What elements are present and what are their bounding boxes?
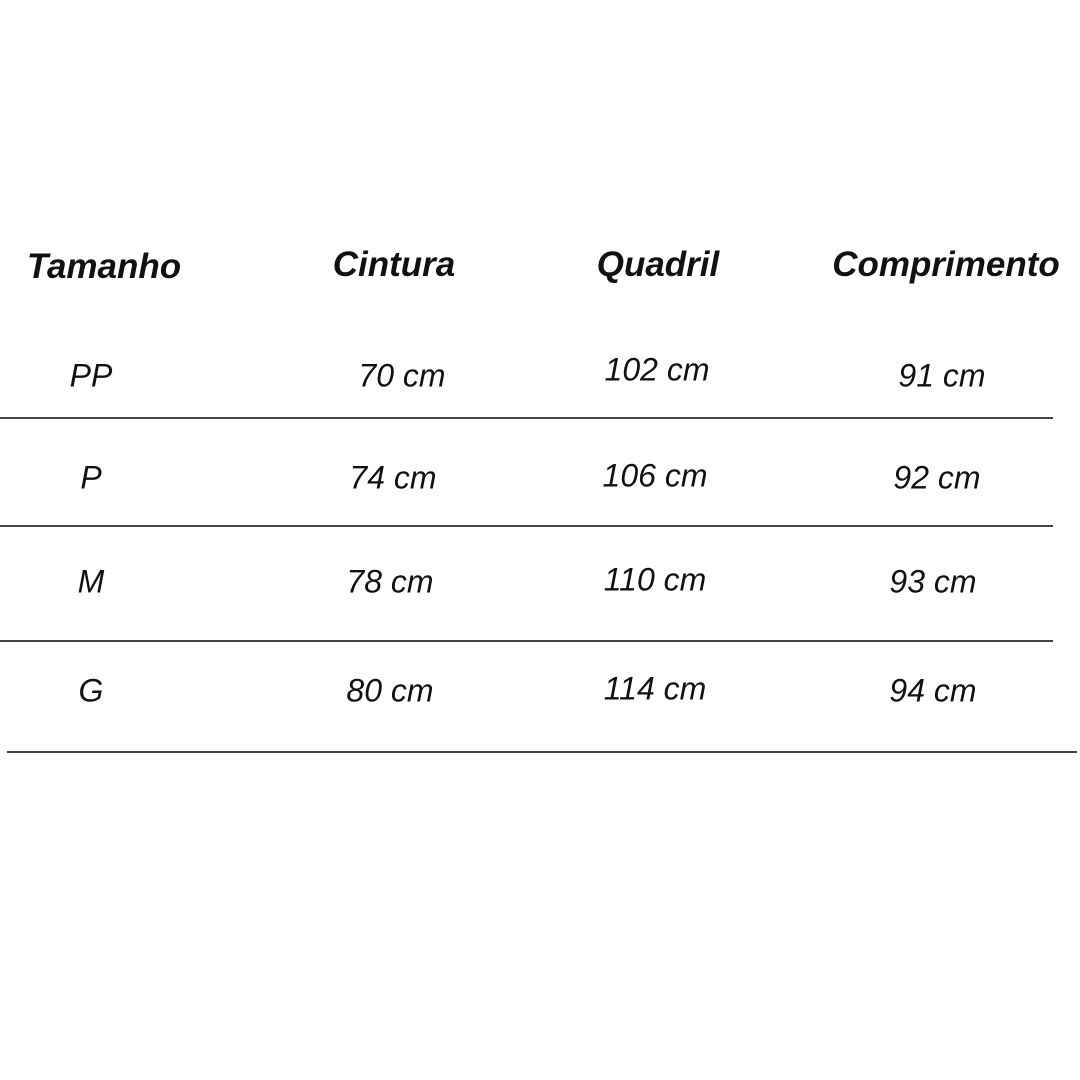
row-divider bbox=[7, 751, 1077, 753]
cell-cintura: 80 cm bbox=[346, 672, 434, 709]
cell-quadril: 114 cm bbox=[603, 670, 707, 707]
cell-comprimento: 92 cm bbox=[893, 459, 981, 496]
cell-cintura: 78 cm bbox=[346, 563, 434, 600]
cell-comprimento: 91 cm bbox=[898, 357, 986, 394]
row-divider bbox=[0, 417, 1053, 419]
cell-quadril: 102 cm bbox=[604, 351, 710, 388]
cell-size: P bbox=[80, 459, 102, 496]
cell-size: M bbox=[77, 563, 105, 600]
cell-comprimento: 93 cm bbox=[889, 563, 977, 600]
row-divider bbox=[0, 525, 1053, 527]
cell-comprimento: 94 cm bbox=[889, 672, 977, 709]
header-tamanho: Tamanho bbox=[26, 247, 182, 286]
cell-cintura: 70 cm bbox=[358, 357, 446, 394]
row-divider bbox=[0, 640, 1053, 642]
header-quadril: Quadril bbox=[596, 245, 720, 284]
header-cintura: Cintura bbox=[332, 245, 456, 284]
header-comprimento: Comprimento bbox=[832, 245, 1060, 284]
cell-quadril: 110 cm bbox=[603, 561, 707, 598]
cell-size: PP bbox=[69, 357, 113, 394]
cell-cintura: 74 cm bbox=[349, 459, 437, 496]
cell-size: G bbox=[78, 672, 104, 709]
cell-quadril: 106 cm bbox=[602, 457, 708, 494]
